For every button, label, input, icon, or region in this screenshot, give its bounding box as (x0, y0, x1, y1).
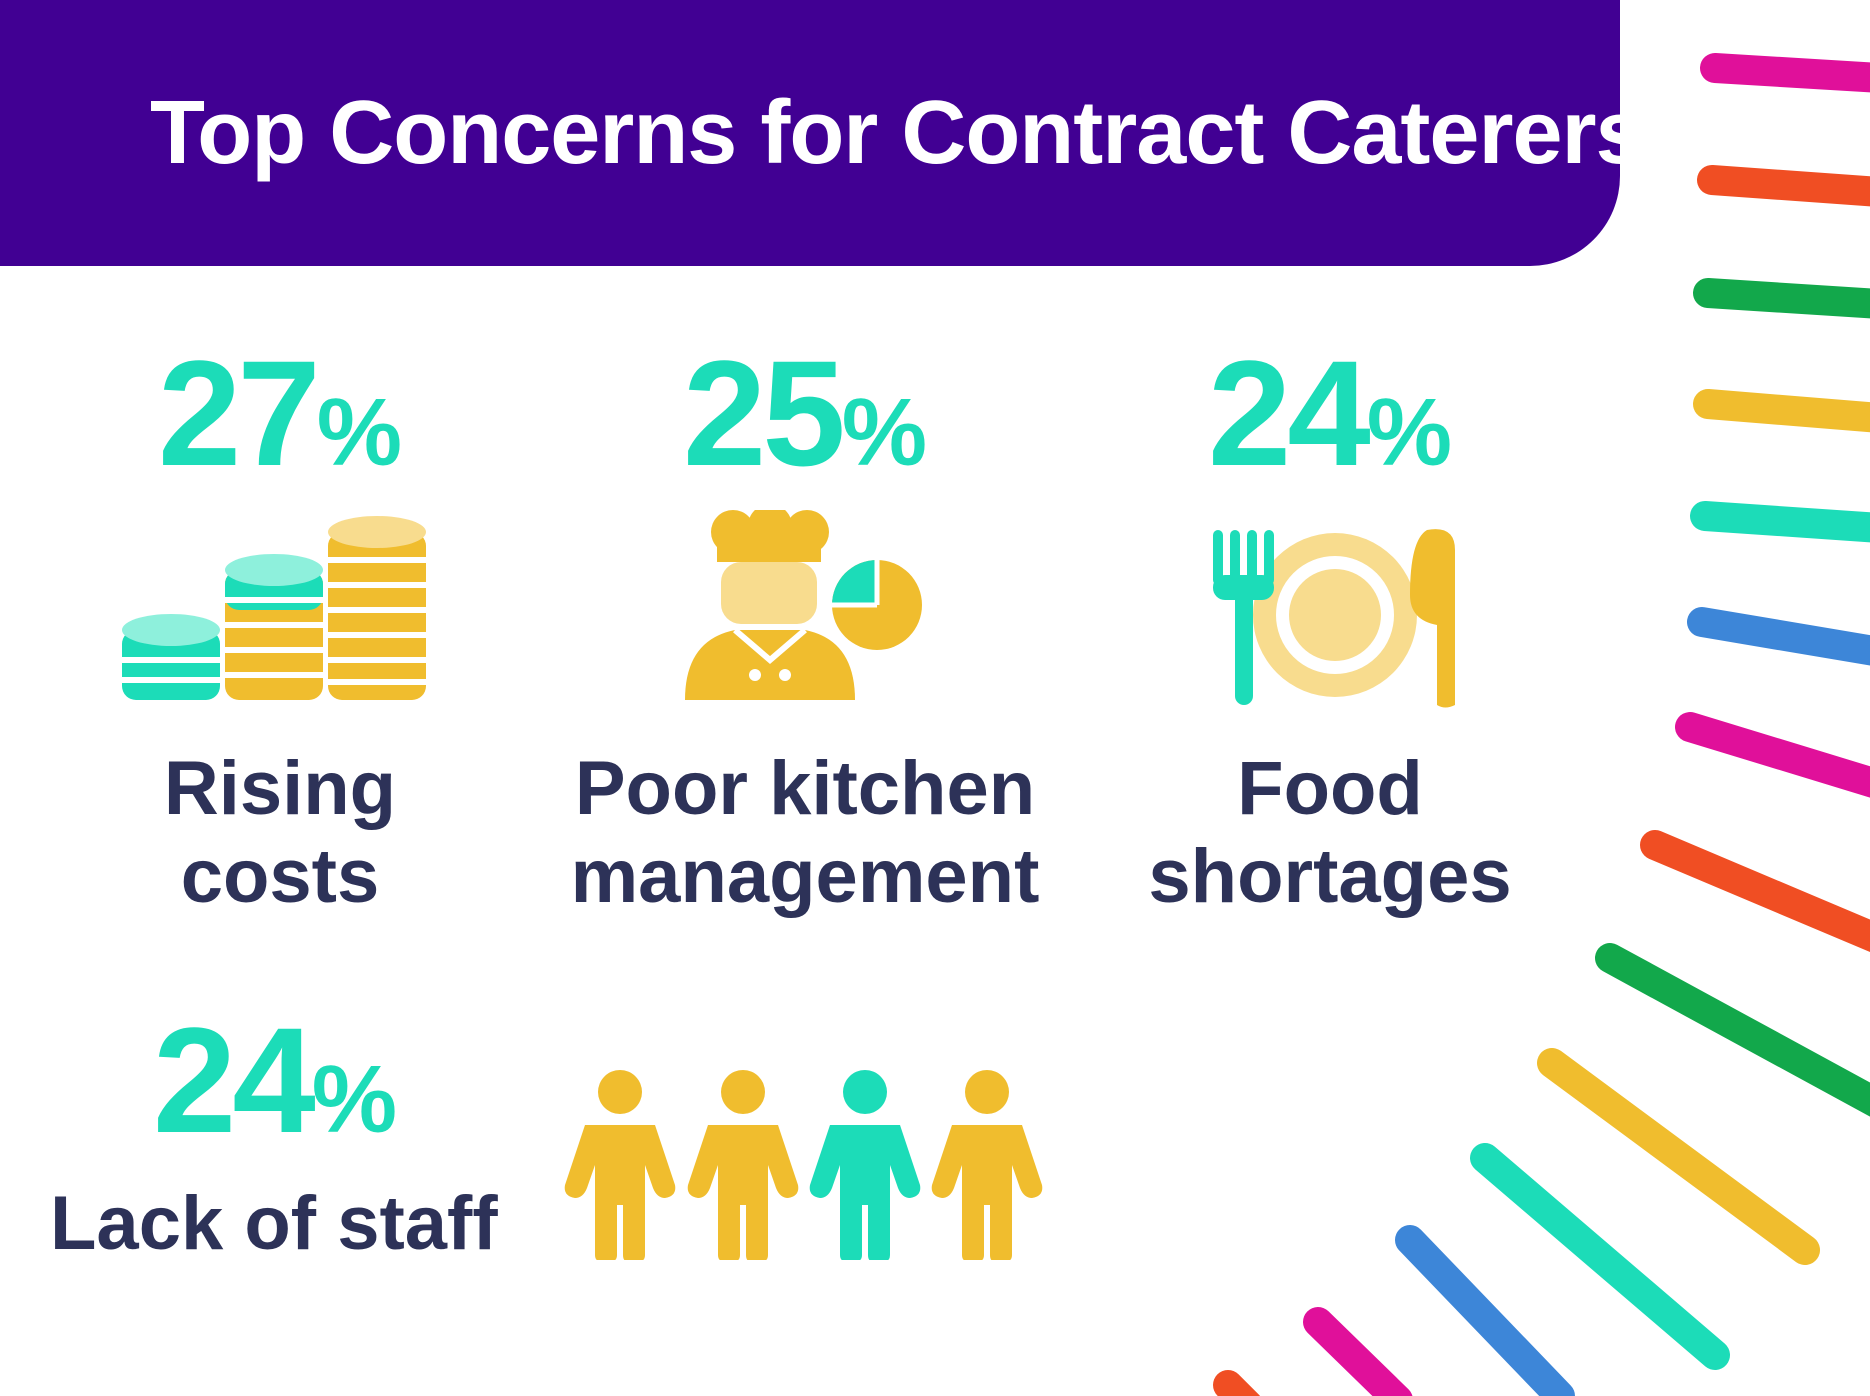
stat-percent-lack-of-staff: 24% (135, 1005, 415, 1155)
label-line: Rising (163, 746, 397, 831)
title-banner (0, 0, 1620, 266)
plate-cutlery-icon (1213, 529, 1455, 708)
percent-sign: % (311, 1046, 398, 1153)
stat-label-food-shortages: Food shortages (1130, 745, 1530, 921)
stat-value: 25 (682, 329, 846, 497)
label-line: Lack of staff (50, 1181, 498, 1266)
stat-label-lack-of-staff: Lack of staff (50, 1180, 510, 1268)
percent-sign: % (841, 379, 928, 486)
stat-label-kitchen-management: Poor kitchen management (560, 745, 1050, 921)
stat-value: 27 (157, 329, 321, 497)
coin-stacks-icon (122, 516, 426, 700)
page-title: Top Concerns for Contract Caterers (150, 83, 1646, 183)
label-line: Food (1237, 746, 1423, 831)
stat-percent-kitchen-management: 25% (665, 338, 945, 488)
percent-sign: % (1366, 379, 1453, 486)
stat-label-rising-costs: Rising costs (100, 745, 460, 921)
label-line: Poor kitchen (574, 746, 1036, 831)
label-line: management (570, 834, 1040, 919)
stat-percent-rising-costs: 27% (140, 338, 420, 488)
stat-value: 24 (1207, 329, 1371, 497)
percent-sign: % (316, 379, 403, 486)
stat-percent-food-shortages: 24% (1190, 338, 1470, 488)
chef-icon (685, 510, 922, 700)
people-icon (564, 1070, 1043, 1260)
label-line: costs (180, 834, 380, 919)
stat-value: 24 (152, 996, 316, 1164)
label-line: shortages (1148, 834, 1512, 919)
